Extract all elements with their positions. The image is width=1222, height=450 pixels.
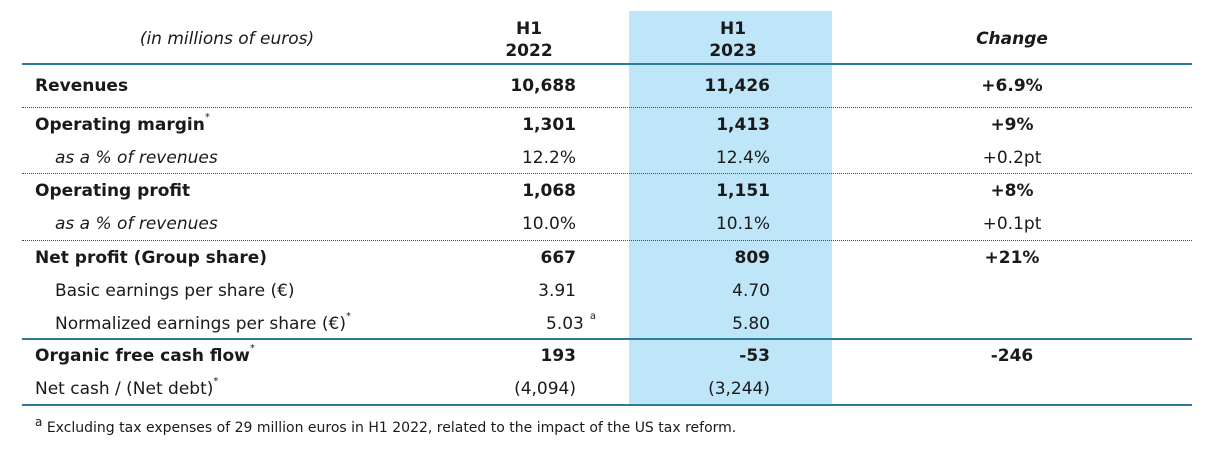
organic-fcf-h1-2023: -53 bbox=[739, 346, 770, 366]
operating-profit-h1-2022: 1,068 bbox=[522, 181, 576, 201]
column-header-change: Change bbox=[976, 29, 1048, 49]
footnote-marker: * bbox=[213, 376, 219, 387]
row-label-net-profit: Net profit (Group share) bbox=[35, 248, 268, 268]
row-label-operating-profit-pct: as a % of revenues bbox=[55, 214, 218, 234]
normalized-eps-h1-2022: 5.03 a bbox=[546, 311, 596, 334]
footnote-marker: * bbox=[345, 311, 351, 322]
row-divider bbox=[22, 240, 1192, 241]
footnote-marker: * bbox=[204, 112, 210, 123]
row-label-operating-margin-pct: as a % of revenues bbox=[55, 148, 218, 168]
net-profit-change: +21% bbox=[984, 248, 1040, 268]
net-profit-h1-2022: 667 bbox=[540, 248, 577, 268]
organic-fcf-change: -246 bbox=[990, 346, 1034, 366]
footnote: a Excluding tax expenses of 29 million e… bbox=[35, 415, 737, 436]
operating-margin-label-text: Operating margin bbox=[35, 115, 205, 135]
row-label-net-cash: Net cash / (Net debt)* bbox=[35, 376, 219, 399]
column-header-h1-2023-line1: H1 bbox=[719, 19, 747, 39]
operating-profit-pct-h1-2022: 10.0% bbox=[521, 214, 576, 234]
h1-2023-column-highlight bbox=[629, 11, 832, 405]
footnote-a-marker: a bbox=[589, 311, 596, 322]
row-divider bbox=[22, 173, 1192, 174]
operating-margin-h1-2022: 1,301 bbox=[522, 115, 576, 135]
row-label-operating-profit: Operating profit bbox=[35, 181, 191, 201]
operating-profit-change: +8% bbox=[990, 181, 1034, 201]
operating-margin-pct-h1-2022: 12.2% bbox=[521, 148, 576, 168]
header-rule bbox=[22, 63, 1192, 65]
column-header-h1-2022-line1: H1 bbox=[515, 19, 543, 39]
section-rule bbox=[22, 338, 1192, 340]
row-label-operating-margin: Operating margin* bbox=[35, 112, 210, 135]
revenues-h1-2022: 10,688 bbox=[510, 76, 576, 96]
operating-profit-h1-2023: 1,151 bbox=[716, 181, 770, 201]
column-header-h1-2023: H1 2023 bbox=[688, 18, 778, 62]
net-profit-h1-2023: 809 bbox=[734, 248, 771, 268]
basic-eps-h1-2023: 4.70 bbox=[732, 281, 770, 301]
column-header-h1-2022-line2: 2022 bbox=[505, 41, 553, 61]
table-bottom-rule bbox=[22, 404, 1192, 406]
organic-fcf-label-text: Organic free cash flow bbox=[35, 346, 250, 366]
normalized-eps-value: 5.03 bbox=[546, 314, 584, 334]
net-cash-h1-2023: (3,244) bbox=[708, 379, 770, 399]
operating-margin-pct-h1-2023: 12.4% bbox=[715, 148, 770, 168]
net-cash-label-text: Net cash / (Net debt) bbox=[35, 379, 214, 399]
operating-margin-h1-2023: 1,413 bbox=[716, 115, 770, 135]
column-header-h1-2022: H1 2022 bbox=[484, 18, 574, 62]
basic-eps-h1-2022: 3.91 bbox=[538, 281, 576, 301]
unit-label: (in millions of euros) bbox=[139, 29, 315, 49]
row-label-basic-eps: Basic earnings per share (€) bbox=[55, 281, 295, 301]
footnote-a-marker: a bbox=[35, 415, 43, 429]
operating-margin-pct-change: +0.2pt bbox=[982, 148, 1042, 168]
normalized-eps-h1-2023: 5.80 bbox=[732, 314, 770, 334]
normalized-eps-label-text: Normalized earnings per share (€) bbox=[55, 314, 346, 334]
net-cash-h1-2022: (4,094) bbox=[514, 379, 576, 399]
row-label-revenues: Revenues bbox=[35, 76, 129, 96]
footnote-text: Excluding tax expenses of 29 million eur… bbox=[46, 420, 737, 436]
operating-profit-pct-change: +0.1pt bbox=[982, 214, 1042, 234]
operating-profit-pct-h1-2023: 10.1% bbox=[715, 214, 770, 234]
row-divider bbox=[22, 107, 1192, 108]
revenues-change: +6.9% bbox=[981, 76, 1043, 96]
column-header-h1-2023-line2: 2023 bbox=[709, 41, 757, 61]
row-label-normalized-eps: Normalized earnings per share (€)* bbox=[55, 311, 351, 334]
operating-margin-change: +9% bbox=[990, 115, 1034, 135]
revenues-h1-2023: 11,426 bbox=[704, 76, 770, 96]
footnote-marker: * bbox=[249, 343, 255, 354]
row-label-organic-fcf: Organic free cash flow* bbox=[35, 343, 255, 366]
organic-fcf-h1-2022: 193 bbox=[540, 346, 577, 366]
